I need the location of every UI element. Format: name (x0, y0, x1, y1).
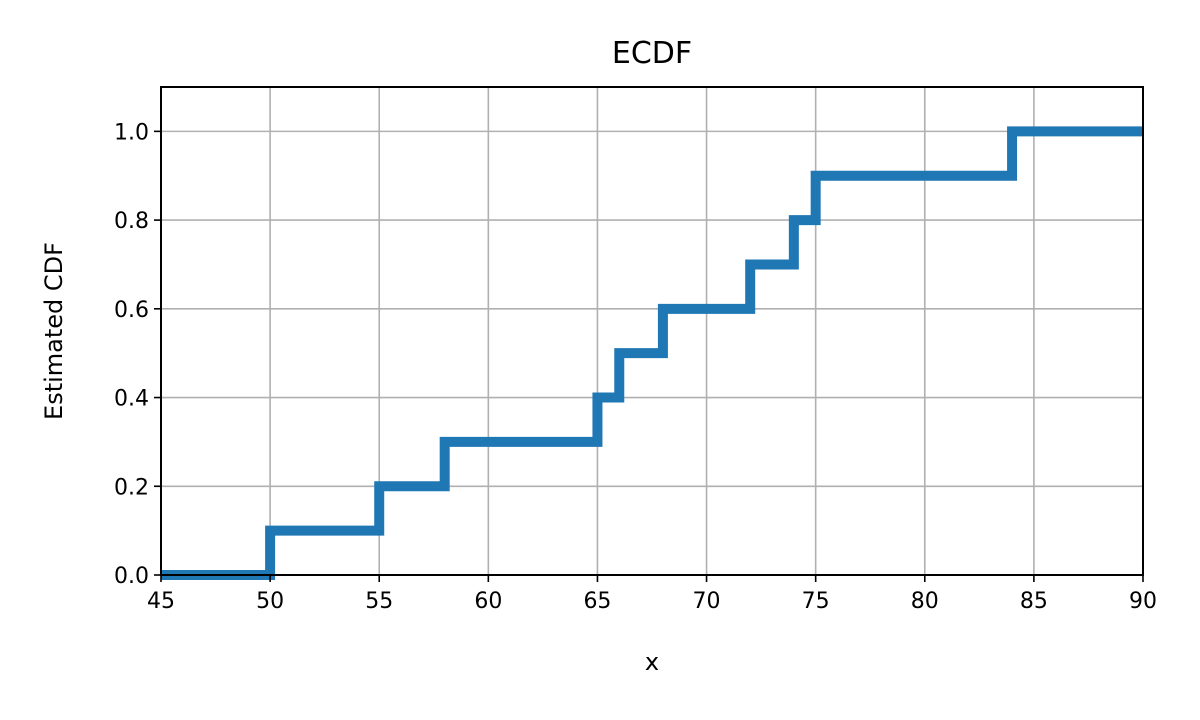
chart-title: ECDF (612, 36, 692, 71)
x-tick-label: 60 (474, 589, 502, 614)
tick-layer: 45 50 55 60 65 70 75 80 85 90 0.0 0.2 0.4 0.6 0.8 1.0 (114, 120, 1157, 614)
x-tick-label: 65 (583, 589, 611, 614)
y-tick-label: 0.0 (114, 564, 149, 589)
x-tick-label: 45 (147, 589, 175, 614)
x-axis-label: x (645, 648, 659, 676)
series-layer (161, 126, 1143, 580)
x-tick-label: 70 (693, 589, 721, 614)
y-tick-label: 0.4 (114, 387, 149, 412)
y-tick-label: 0.2 (114, 475, 149, 500)
x-tick-label: 85 (1020, 589, 1048, 614)
y-tick-label: 1.0 (114, 120, 149, 145)
x-tick-label: 50 (256, 589, 284, 614)
x-tick-label: 90 (1129, 589, 1157, 614)
y-tick-label: 0.8 (114, 209, 149, 234)
x-tick-label: 75 (802, 589, 830, 614)
y-axis-label: Estimated CDF (40, 242, 68, 420)
ecdf-step-line (161, 126, 1143, 580)
y-tick-label: 0.6 (114, 298, 149, 323)
grid-layer (160, 87, 1144, 576)
plot-frame (160, 86, 1144, 576)
x-tick-label: 55 (365, 589, 393, 614)
x-tick-label: 80 (911, 589, 939, 614)
